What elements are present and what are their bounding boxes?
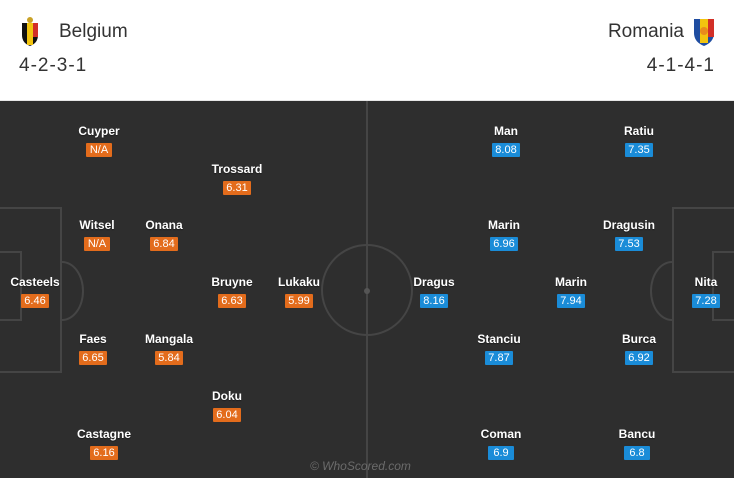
player-name: Witsel (79, 218, 115, 232)
player-rating: 6.46 (21, 294, 49, 308)
player-away-coman[interactable]: Coman 6.9 (466, 427, 536, 461)
player-name: Faes (79, 332, 107, 346)
player-home-mangala[interactable]: Mangala 5.84 (134, 332, 204, 366)
player-home-castagne[interactable]: Castagne 6.16 (69, 427, 139, 461)
player-home-cuyper[interactable]: Cuyper N/A (64, 124, 134, 158)
player-name: Lukaku (277, 275, 320, 289)
player-rating: 7.87 (485, 351, 513, 365)
player-rating: 6.92 (625, 351, 653, 365)
player-name: Dragus (413, 275, 455, 289)
player-rating: N/A (86, 143, 112, 157)
player-away-marin-1[interactable]: Marin 6.96 (469, 218, 539, 252)
player-rating: 5.99 (285, 294, 313, 308)
romania-crest-icon (694, 19, 714, 46)
player-rating: 7.28 (692, 294, 720, 308)
player-away-bancu[interactable]: Bancu 6.8 (602, 427, 672, 461)
player-rating: 8.16 (420, 294, 448, 308)
player-name: Cuyper (78, 124, 120, 138)
player-rating: 6.84 (150, 237, 178, 251)
center-circle (321, 244, 413, 336)
player-name: Marin (554, 275, 587, 289)
player-rating: 6.96 (490, 237, 518, 251)
player-name: Man (494, 124, 518, 138)
player-name: Marin (487, 218, 520, 232)
player-name: Bancu (618, 427, 656, 441)
player-rating: 5.84 (155, 351, 183, 365)
player-name: Doku (212, 389, 242, 403)
pitch: Cuyper N/A Trossard 6.31 Witsel N/A Onan… (0, 101, 734, 478)
player-rating: 6.04 (213, 408, 241, 422)
player-name: Bruyne (211, 275, 253, 289)
player-home-trossard[interactable]: Trossard 6.31 (202, 162, 272, 196)
center-spot (364, 288, 370, 294)
home-formation: 4-2-3-1 (19, 55, 88, 76)
away-penalty-area (672, 207, 734, 373)
player-rating: 7.94 (557, 294, 585, 308)
player-home-onana[interactable]: Onana 6.84 (129, 218, 199, 252)
player-away-stanciu[interactable]: Stanciu 7.87 (464, 332, 534, 366)
player-name: Mangala (144, 332, 193, 346)
player-rating: 8.08 (492, 143, 520, 157)
player-home-doku[interactable]: Doku 6.04 (192, 389, 262, 423)
match-header: Belgium 4-2-3-1 Romania 4-1-4-1 (0, 0, 734, 101)
player-rating: 6.9 (488, 446, 514, 460)
player-name: Trossard (211, 162, 263, 176)
whoscored-watermark: © WhoScored.com (310, 459, 411, 473)
player-rating: 6.8 (624, 446, 650, 460)
player-away-dragus[interactable]: Dragus 8.16 (399, 275, 469, 309)
player-away-dragusin[interactable]: Dragusin 7.53 (594, 218, 664, 252)
player-home-lukaku[interactable]: Lukaku 5.99 (264, 275, 334, 309)
home-team-name[interactable]: Belgium (59, 21, 128, 42)
player-name: Casteels (10, 275, 60, 289)
player-home-bruyne[interactable]: Bruyne 6.63 (197, 275, 267, 309)
player-rating: 6.65 (79, 351, 107, 365)
player-name: Coman (480, 427, 522, 441)
player-name: Dragusin (602, 218, 655, 232)
player-away-nita[interactable]: Nita 7.28 (676, 275, 734, 309)
belgium-crest-icon (22, 17, 38, 46)
player-away-burca[interactable]: Burca 6.92 (604, 332, 674, 366)
player-name: Ratiu (624, 124, 654, 138)
home-goal-area (0, 251, 22, 321)
player-home-faes[interactable]: Faes 6.65 (58, 332, 128, 366)
player-away-man[interactable]: Man 8.08 (471, 124, 541, 158)
player-name: Nita (694, 275, 718, 289)
player-rating: 7.35 (625, 143, 653, 157)
player-home-casteels[interactable]: Casteels 6.46 (2, 275, 68, 309)
player-rating: 6.63 (218, 294, 246, 308)
player-name: Onana (145, 218, 183, 232)
player-name: Burca (621, 332, 656, 346)
away-formation: 4-1-4-1 (646, 55, 715, 76)
player-rating: 6.31 (223, 181, 251, 195)
player-rating: 6.16 (90, 446, 118, 460)
player-away-marin-2[interactable]: Marin 7.94 (536, 275, 606, 309)
player-rating: 7.53 (615, 237, 643, 251)
player-home-witsel[interactable]: Witsel N/A (62, 218, 132, 252)
player-name: Castagne (76, 427, 132, 441)
away-team-name[interactable]: Romania (607, 21, 684, 42)
player-rating: N/A (84, 237, 110, 251)
player-away-ratiu[interactable]: Ratiu 7.35 (604, 124, 674, 158)
player-name: Stanciu (477, 332, 521, 346)
away-goal-area (712, 251, 734, 321)
home-penalty-area (0, 207, 62, 373)
